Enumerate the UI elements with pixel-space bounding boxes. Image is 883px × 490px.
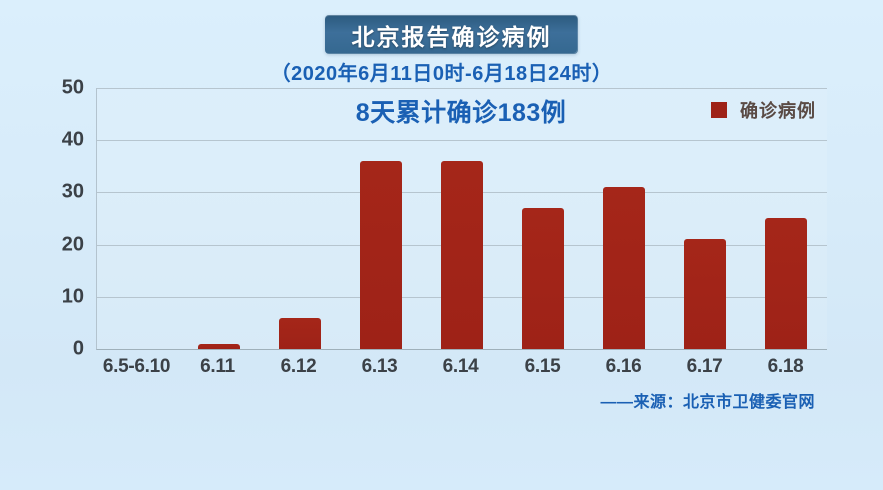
- y-tick-label-30: 30: [61, 180, 84, 203]
- y-axis: 0 10 20 30 40 50: [0, 77, 84, 360]
- y-tick-label-40: 40: [61, 128, 84, 151]
- header-subtitle: （2020年6月11日0时-6月18日24时）: [270, 63, 613, 85]
- bar-6.14: [441, 161, 483, 349]
- x-tick-label-6.14: 6.14: [442, 356, 479, 377]
- x-tick-label-6.16: 6.16: [605, 356, 642, 377]
- x-tick-label-6.17: 6.17: [686, 356, 723, 377]
- legend-swatch-icon: [711, 102, 727, 118]
- x-tick-label-6.11: 6.11: [200, 356, 235, 377]
- bar-6.16: [603, 187, 645, 349]
- x-tick-label-6.18: 6.18: [767, 356, 804, 377]
- y-tick-label-50: 50: [61, 76, 84, 99]
- x-tick-label-6.5-6.10: 6.5-6.10: [102, 356, 171, 377]
- source-note: ——来源：北京市卫健委官网: [600, 394, 815, 411]
- grid-line-40: [97, 140, 827, 141]
- legend-label: 确诊病例: [740, 101, 816, 121]
- header-title-box: 北京报告确诊病例: [325, 15, 578, 54]
- x-tick-label-6.12: 6.12: [280, 356, 317, 377]
- bar-6.11: [198, 344, 240, 349]
- bar-6.17: [684, 239, 726, 349]
- grid-line-50: [97, 88, 827, 89]
- legend: 确诊病例: [711, 97, 816, 123]
- y-tick-label-20: 20: [61, 233, 84, 256]
- bar-6.18: [765, 218, 807, 349]
- header-title: 北京报告确诊病例: [351, 23, 552, 50]
- bar-6.13: [360, 161, 402, 349]
- x-tick-label-6.13: 6.13: [361, 356, 398, 377]
- bar-6.12: [279, 318, 321, 349]
- plot-area: [96, 88, 827, 350]
- y-tick-label-10: 10: [61, 285, 84, 308]
- y-tick-label-0: 0: [72, 337, 84, 360]
- x-axis: 6.5-6.10 6.11 6.12 6.13 6.14 6.15 6.16 6.17 6.18: [96, 356, 826, 382]
- bar-6.15: [522, 208, 564, 349]
- x-tick-label-6.15: 6.15: [524, 356, 561, 377]
